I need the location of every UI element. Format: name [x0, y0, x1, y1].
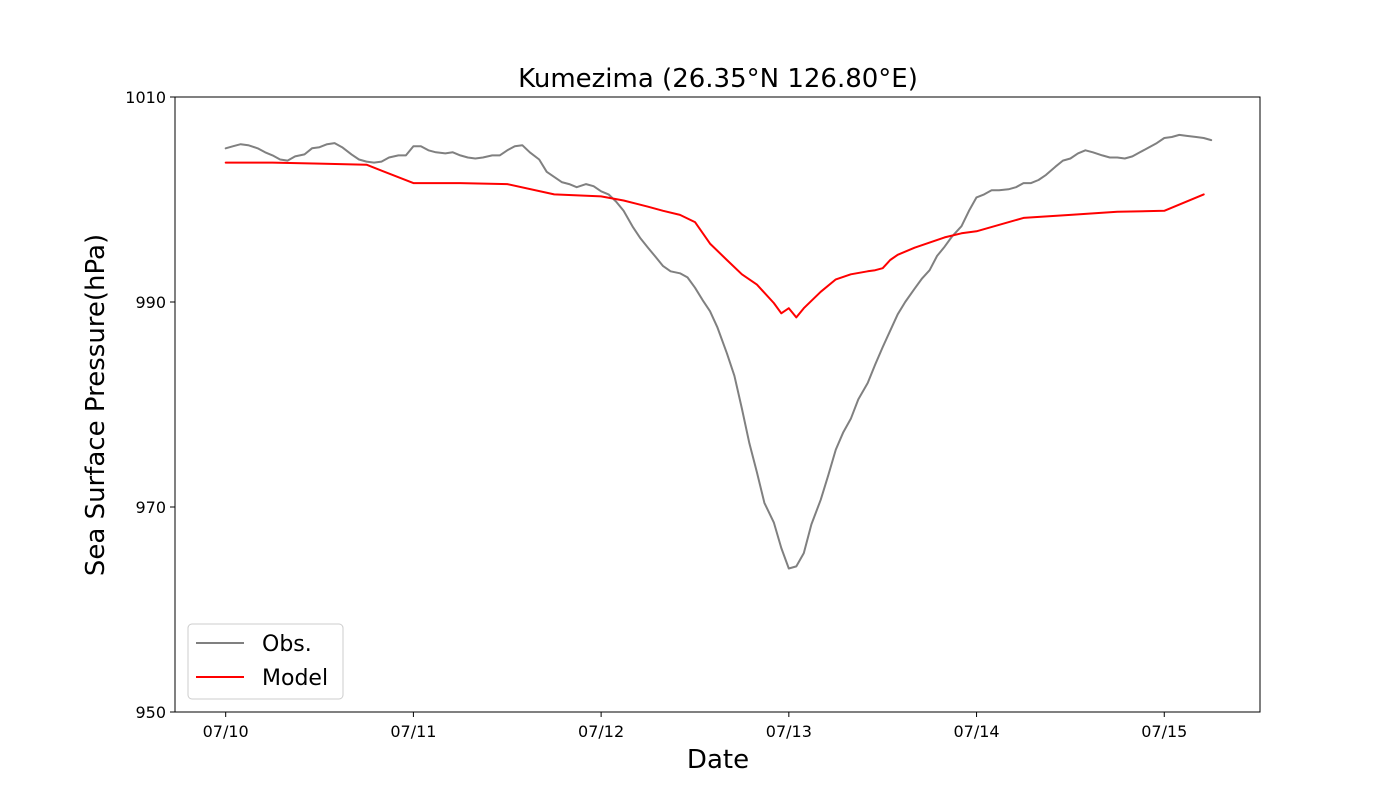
y-axis-title: Sea Surface Pressure(hPa)	[81, 234, 111, 576]
chart-title: Kumezima (26.35°N 126.80°E)	[518, 64, 918, 94]
legend: Obs. Model	[187, 623, 344, 700]
plot-frame	[174, 96, 1261, 713]
series-group	[224, 133, 1213, 570]
x-tick-label: 07/11	[390, 722, 436, 741]
series-line-model	[224, 161, 1205, 319]
x-tick-label: 07/12	[578, 722, 624, 741]
y-tick-label: 970	[135, 498, 166, 517]
legend-label-model: Model	[262, 666, 328, 691]
y-tick-label: 990	[135, 293, 166, 312]
x-tick-label: 07/13	[766, 722, 812, 741]
x-tick-label: 07/14	[953, 722, 999, 741]
x-tick-label: 07/15	[1141, 722, 1187, 741]
x-axis: 07/10 07/11 07/12 07/13 07/14 07/15	[203, 712, 1187, 741]
x-tick-label: 07/10	[203, 722, 249, 741]
legend-label-obs: Obs.	[262, 632, 312, 657]
series-line-obs	[224, 133, 1213, 570]
y-tick-label: 950	[135, 703, 166, 722]
x-axis-title: Date	[687, 745, 749, 775]
y-tick-label: 1010	[125, 88, 166, 107]
plot-area	[174, 96, 1261, 713]
y-axis: 950 970 990 1010	[125, 88, 175, 722]
